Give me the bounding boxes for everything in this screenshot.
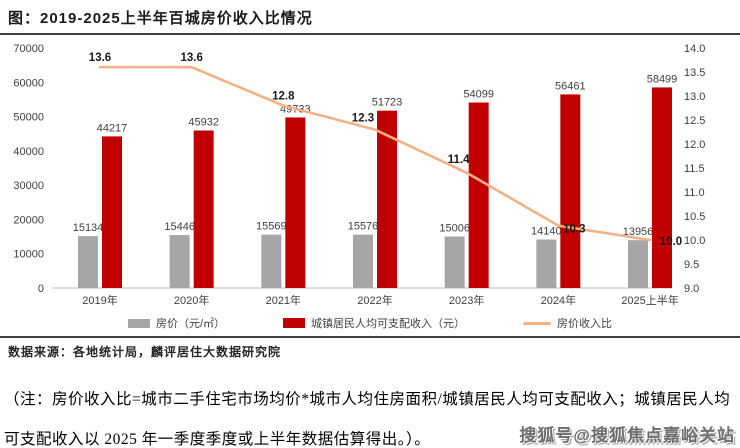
note-text: （注：房价收入比=城市二手住宅市场均价*城市人均住房面积/城镇居民人均可支配收入… xyxy=(4,391,731,448)
bar-disposable-income xyxy=(560,94,581,288)
line-data-label: 11.4 xyxy=(448,154,470,166)
bar-label-disposable-income: 45932 xyxy=(188,117,219,129)
line-data-label: 10.3 xyxy=(563,224,585,236)
watermark: 搜狐号@搜狐焦点嘉峪关站 xyxy=(519,426,735,445)
right-axis-tick: 11.0 xyxy=(684,187,705,199)
line-data-label: 10.0 xyxy=(660,236,682,248)
chart-legend: 房价（元/㎡） 城镇居民人均可支配收入（元） 房价收入比 xyxy=(0,314,740,332)
bar-label-disposable-income: 54099 xyxy=(463,89,494,101)
price-income-ratio-line xyxy=(98,65,652,242)
line-data-label: 12.3 xyxy=(352,113,374,125)
bar-house-price xyxy=(78,236,98,288)
x-axis-category-label: 2019年 xyxy=(82,293,117,307)
line-data-label: 13.6 xyxy=(89,52,111,64)
bar-house-price xyxy=(353,234,373,288)
left-axis-tick: 40000 xyxy=(13,146,44,158)
bar-label-disposable-income: 58499 xyxy=(647,73,678,85)
right-axis-tick: 13.5 xyxy=(684,67,705,79)
red-bar-swatch-icon xyxy=(283,318,306,328)
bar-label-house-price: 15006 xyxy=(439,223,470,235)
bar-label-disposable-income: 51723 xyxy=(372,97,403,109)
bar-disposable-income xyxy=(285,117,306,289)
right-axis-tick: 10.5 xyxy=(684,211,705,223)
right-axis-tick: 10.0 xyxy=(684,235,705,247)
left-axis-tick: 0 xyxy=(38,283,44,295)
left-axis-tick: 60000 xyxy=(13,77,44,89)
bar-label-house-price: 13956 xyxy=(623,226,654,238)
bar-house-price xyxy=(169,235,190,288)
legend-item-disposable-income: 城镇居民人均可支配收入（元） xyxy=(283,315,465,331)
bar-disposable-income xyxy=(102,136,122,288)
left-axis-tick: 70000 xyxy=(13,43,44,55)
left-axis-tick: 10000 xyxy=(13,249,44,261)
bar-house-price xyxy=(536,239,557,288)
legend-label-house-price: 房价（元/㎡） xyxy=(155,318,226,330)
bar-label-disposable-income: 56461 xyxy=(555,80,586,92)
right-axis-tick: 12.5 xyxy=(684,115,705,127)
left-axis-tick: 50000 xyxy=(13,112,44,124)
right-axis-tick: 13.0 xyxy=(684,91,705,103)
x-axis-category-label: 2021年 xyxy=(266,293,301,307)
legend-item-price-income-ratio: 房价收入比 xyxy=(523,315,612,331)
right-axis-tick: 12.0 xyxy=(684,139,705,151)
line-data-label: 12.8 xyxy=(272,91,295,103)
source-divider xyxy=(0,336,740,338)
right-axis-tick: 9.5 xyxy=(684,259,699,271)
orange-line-swatch-icon xyxy=(523,321,552,325)
bar-label-house-price: 15134 xyxy=(73,222,104,234)
x-axis-category-label: 2023年 xyxy=(449,293,484,307)
data-source: 数据来源：各地统计局，麟评居住大数据研究院 xyxy=(8,345,282,359)
right-axis-tick: 11.5 xyxy=(684,163,705,175)
combo-chart-canvas: 0 10000 20000 30000 40000 50000 60000 70000 9.0 9… xyxy=(13,43,705,307)
bar-house-price xyxy=(444,236,465,288)
bar-label-disposable-income: 44217 xyxy=(97,122,128,134)
gray-bar-swatch-icon xyxy=(127,318,150,328)
bar-house-price xyxy=(628,240,648,288)
bar-label-house-price: 15569 xyxy=(256,221,287,233)
bar-disposable-income xyxy=(652,87,672,288)
bar-house-price xyxy=(261,234,282,288)
x-axis-category-label: 2022年 xyxy=(357,293,392,307)
legend-label-disposable-income: 城镇居民人均可支配收入（元） xyxy=(311,318,466,330)
title-divider xyxy=(0,33,740,35)
left-axis-tick: 20000 xyxy=(13,214,44,226)
right-axis-tick: 14.0 xyxy=(684,43,705,55)
bar-label-house-price: 15576 xyxy=(348,221,379,233)
chart-title: 图：2019-2025上半年百城房价收入比情况 xyxy=(8,10,313,27)
bar-label-house-price: 15446 xyxy=(164,221,195,233)
right-axis-tick: 9.0 xyxy=(684,283,699,295)
bar-disposable-income xyxy=(468,102,489,288)
legend-item-house-price: 房价（元/㎡） xyxy=(127,315,226,331)
bar-disposable-income xyxy=(193,130,214,288)
x-axis-category-label: 2024年 xyxy=(541,293,576,307)
line-data-label: 13.6 xyxy=(180,52,202,64)
legend-label-price-income-ratio: 房价收入比 xyxy=(557,318,613,330)
x-axis-category-label: 2025上半年 xyxy=(621,293,678,307)
bar-disposable-income xyxy=(377,110,397,288)
left-axis-tick: 30000 xyxy=(13,180,44,192)
bar-label-house-price: 14140 xyxy=(531,226,562,238)
x-axis-category-label: 2020年 xyxy=(174,293,209,307)
